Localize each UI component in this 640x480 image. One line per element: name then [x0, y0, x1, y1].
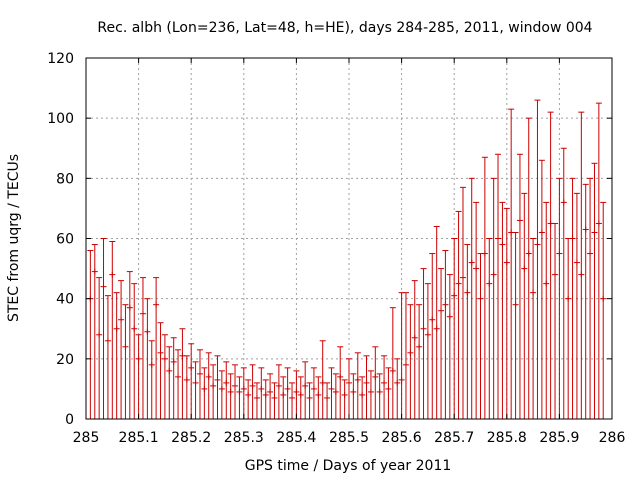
y-tick-label: 0: [65, 412, 74, 428]
y-tick-label: 100: [47, 111, 74, 127]
x-tick-label: 285.6: [382, 430, 422, 446]
y-tick-label: 40: [56, 292, 74, 308]
x-tick-label: 285.7: [434, 430, 474, 446]
x-tick-label: 285: [73, 430, 100, 446]
y-tick-label: 80: [56, 171, 74, 187]
chart-title: Rec. albh (Lon=236, Lat=48, h=HE), days …: [97, 20, 592, 36]
x-tick-label: 285.4: [276, 430, 316, 446]
x-tick-label: 285.1: [119, 430, 159, 446]
x-tick-label: 285.5: [329, 430, 369, 446]
x-tick-label: 285.9: [539, 430, 579, 446]
x-tick-label: 286: [599, 430, 626, 446]
axis-ticks: 285 285.1 285.2 285.3 285.4 285.5 285.6 285.7 28…: [47, 51, 625, 446]
series-errorbars: [87, 99, 607, 419]
y-tick-label: 60: [56, 232, 74, 248]
y-axis-label: STEC from uqrg / TECUs: [6, 154, 22, 322]
y-tick-label: 20: [56, 352, 74, 368]
y-tick-label: 120: [47, 51, 74, 67]
x-tick-label: 285.8: [487, 430, 527, 446]
x-tick-label: 285.3: [224, 430, 264, 446]
x-tick-label: 285.2: [171, 430, 211, 446]
x-axis-label: GPS time / Days of year 2011: [245, 458, 452, 474]
